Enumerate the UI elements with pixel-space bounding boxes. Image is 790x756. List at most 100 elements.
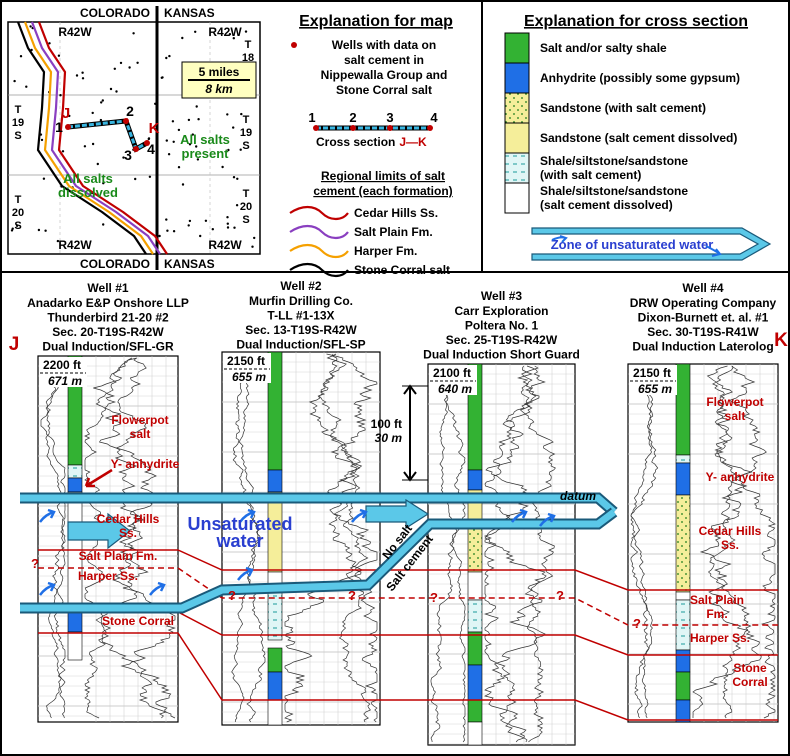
well-dot — [41, 139, 43, 141]
range-label: R42W — [208, 25, 242, 39]
depth-label: 640 m — [438, 382, 472, 396]
formation-label: Cedar Hills — [97, 512, 160, 526]
legend-number: 4 — [430, 110, 438, 125]
legend-subtitle: cement (each formation) — [313, 184, 452, 198]
well-dot — [148, 137, 150, 139]
range-label: R42W — [208, 238, 242, 252]
well-dot — [110, 88, 112, 90]
lithology — [468, 665, 482, 700]
township-label: T — [243, 114, 250, 126]
well-dot — [245, 30, 247, 32]
well-dot — [233, 176, 235, 178]
lithology — [68, 465, 82, 478]
township-label: S — [242, 214, 249, 226]
well-dot — [226, 113, 228, 115]
well-name: Well #2 — [280, 279, 321, 293]
well-dot — [172, 120, 174, 122]
well-name: Well #1 — [87, 281, 128, 295]
legend-number: 2 — [349, 110, 356, 125]
legend-title: Explanation for map — [299, 13, 453, 30]
well-dot — [149, 176, 151, 178]
uncertain-mark: ? — [228, 588, 236, 603]
legend-text: Stone Corral salt — [336, 83, 432, 97]
uncertain-mark: ? — [348, 588, 356, 603]
well-dot — [236, 204, 238, 206]
well-dot — [182, 183, 184, 185]
lithology — [676, 700, 690, 722]
lithology — [468, 572, 482, 600]
page: { "map": { "state_west": "COLORADO", "st… — [0, 0, 790, 756]
well-dot — [197, 118, 199, 120]
well-dot — [100, 101, 102, 103]
well-dot — [102, 223, 104, 225]
depth-label: 2150 ft — [633, 366, 671, 380]
lithology — [468, 700, 482, 722]
formation-label: Salt Plain Fm. — [79, 549, 158, 563]
well-dot — [12, 228, 14, 230]
township-label: S — [242, 140, 249, 152]
well-dot — [44, 230, 46, 232]
well-dot — [132, 32, 134, 34]
formation-label: Harper Ss. — [690, 631, 750, 645]
formation-label: Fm. — [706, 607, 727, 621]
well-dot — [161, 76, 163, 78]
well-dot — [181, 37, 183, 39]
well-dot — [188, 119, 190, 121]
well-dot — [84, 145, 86, 147]
well-dot — [92, 112, 94, 114]
scale-label: 30 m — [375, 431, 403, 445]
lithology — [268, 672, 282, 700]
section-well — [65, 124, 71, 130]
well-dot — [81, 72, 83, 74]
township-label: T — [245, 39, 252, 51]
lithology — [268, 470, 282, 492]
section-end: J — [62, 105, 70, 122]
region-label: All salts — [180, 132, 230, 147]
well-dot — [114, 68, 116, 70]
legend-well — [291, 42, 297, 48]
well-dot — [168, 153, 170, 155]
depth-label: 2150 ft — [227, 354, 265, 368]
well-header: Murfin Drilling Co. — [249, 294, 353, 308]
lithology — [68, 478, 82, 492]
figure: COLORADOKANSASCOLORADOKANSASR42WR42WR42W… — [0, 0, 790, 756]
well-dot — [154, 103, 156, 105]
formation-label: Corral — [732, 675, 767, 689]
township-label: 20 — [12, 207, 24, 219]
well-dot — [178, 129, 180, 131]
well-dot — [62, 150, 64, 152]
legend-swatch — [505, 33, 529, 63]
state-label: KANSAS — [164, 257, 215, 271]
well-dot — [240, 149, 242, 151]
lithology — [468, 722, 482, 745]
well-dot — [128, 66, 130, 68]
well-header: Dual Induction/SFL-SP — [236, 338, 365, 352]
lithology — [676, 463, 690, 495]
legend-section-well — [387, 125, 393, 131]
legend-zone-label: Zone of unsaturated water — [551, 237, 714, 252]
well-dot — [227, 226, 229, 228]
formation-label: Flowerpot — [111, 413, 168, 427]
formation-label: Ss. — [721, 538, 739, 552]
region-label: All salts — [63, 171, 113, 186]
depth-label: 671 m — [48, 374, 82, 388]
lithology — [468, 600, 482, 632]
formation-label: Salt Plain — [690, 593, 744, 607]
well-dot — [38, 229, 40, 231]
legend-text: Nippewalla Group and — [321, 68, 448, 82]
depth-label: 2200 ft — [43, 358, 81, 372]
uncertain-mark: ? — [633, 616, 641, 631]
section-end: J — [9, 334, 20, 355]
legend-text: salt cement in — [344, 53, 424, 67]
depth-label: 2100 ft — [433, 366, 471, 380]
well-name: Well #4 — [682, 281, 723, 295]
township-label: 19 — [12, 117, 24, 129]
township-label: 19 — [240, 127, 252, 139]
well-dot — [188, 224, 190, 226]
legend-section-well — [313, 125, 319, 131]
legend-text: (salt cement dissolved) — [540, 198, 673, 212]
uncertain-mark: ? — [556, 588, 564, 603]
state-label: COLORADO — [80, 257, 150, 271]
datum-label: datum — [560, 489, 596, 503]
region-label: present — [182, 146, 230, 161]
